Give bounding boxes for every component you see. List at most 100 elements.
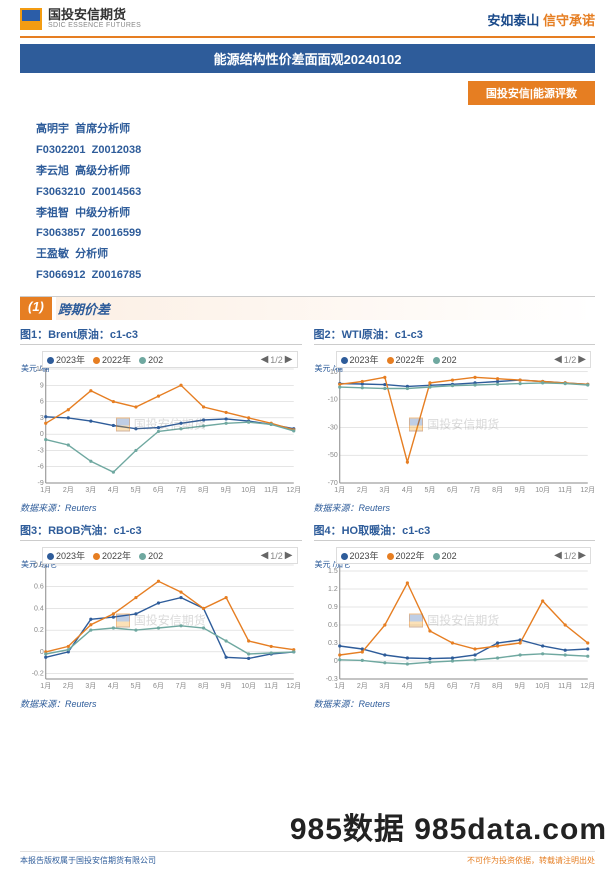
svg-text:0: 0 xyxy=(40,649,44,656)
chart-cell: 图4：HO取暖油：c1-c3美元 /加仑2023年2022年202◀ 1/2 ▶… xyxy=(314,520,596,712)
legend-item: 2022年 xyxy=(387,549,425,562)
report-title: 能源结构性价差面面观20240102 xyxy=(20,44,595,73)
svg-text:11月: 11月 xyxy=(264,682,278,690)
legend-dot-icon xyxy=(433,357,440,364)
analyst-line: 李祖智 中级分析师 xyxy=(36,203,595,224)
svg-text:7月: 7月 xyxy=(176,486,187,494)
chevron-left-icon[interactable]: ◀ xyxy=(261,354,269,365)
svg-text:1月: 1月 xyxy=(40,682,51,690)
chart-title: 图4：HO取暖油：c1-c3 xyxy=(314,520,596,541)
page-footer: 本报告版权属于国投安信期货有限公司 不可作为投资依据，转载请注明出处 xyxy=(20,851,595,866)
chevron-right-icon[interactable]: ▶ xyxy=(285,550,293,561)
chart-legend: 2023年2022年202◀ 1/2 ▶ xyxy=(42,547,298,564)
legend-item: 2023年 xyxy=(341,353,379,366)
svg-text:4月: 4月 xyxy=(108,486,119,494)
legend-item: 2023年 xyxy=(47,353,85,366)
chart-legend: 2023年2022年202◀ 1/2 ▶ xyxy=(336,351,592,368)
charts-grid: 图1：Brent原油：c1-c3美元 /桶2023年2022年202◀ 1/2 … xyxy=(0,320,615,712)
footer-right: 不可作为投资依据，转载请注明出处 xyxy=(467,855,595,866)
svg-text:9月: 9月 xyxy=(221,682,232,690)
svg-text:-0.3: -0.3 xyxy=(325,676,337,683)
section-title: 跨期价差 xyxy=(56,297,595,320)
svg-text:0.2: 0.2 xyxy=(34,627,44,634)
svg-text:10月: 10月 xyxy=(241,682,256,690)
legend-dot-icon xyxy=(341,553,348,560)
analyst-line: 李云旭 高级分析师 xyxy=(36,161,595,182)
svg-text:-50: -50 xyxy=(327,452,337,459)
chart-body: 美元 /桶2023年2022年202◀ 1/2 ▶-70-50-30-10101… xyxy=(314,349,596,499)
svg-text:-30: -30 xyxy=(327,425,337,432)
svg-text:5月: 5月 xyxy=(424,486,435,494)
logo: 国投安信期货 SDIC ESSENCE FUTURES xyxy=(20,8,141,30)
svg-text:9月: 9月 xyxy=(514,486,525,494)
legend-pager[interactable]: ◀ 1/2 ▶ xyxy=(261,550,293,561)
logo-text-en: SDIC ESSENCE FUTURES xyxy=(48,22,141,30)
svg-text:4月: 4月 xyxy=(401,486,412,494)
svg-text:6月: 6月 xyxy=(447,486,458,494)
legend-dot-icon xyxy=(341,357,348,364)
svg-text:-6: -6 xyxy=(38,464,44,471)
chevron-right-icon[interactable]: ▶ xyxy=(578,550,586,561)
svg-text:1月: 1月 xyxy=(334,682,345,690)
svg-text:9: 9 xyxy=(40,382,44,389)
svg-text:0.6: 0.6 xyxy=(328,622,338,629)
category-tag: 国投安信|能源评数 xyxy=(468,81,595,105)
svg-text:0.6: 0.6 xyxy=(34,584,44,591)
svg-text:5月: 5月 xyxy=(130,682,141,690)
page-watermark: 985数据 985data.com xyxy=(290,804,607,848)
svg-text:0: 0 xyxy=(40,431,44,438)
svg-text:11月: 11月 xyxy=(558,486,572,494)
legend-item: 202 xyxy=(139,355,163,365)
chart-title: 图3：RBOB汽油：c1-c3 xyxy=(20,520,302,541)
svg-text:6月: 6月 xyxy=(153,682,164,690)
chart-svg: -9-6-30369121月2月3月4月5月6月7月8月9月10月11月12月 xyxy=(20,349,302,499)
svg-text:2月: 2月 xyxy=(356,682,367,690)
svg-text:9月: 9月 xyxy=(514,682,525,690)
svg-text:2月: 2月 xyxy=(356,486,367,494)
chart-source: 数据来源：Reuters xyxy=(20,499,302,516)
chevron-left-icon[interactable]: ◀ xyxy=(554,354,562,365)
svg-text:10月: 10月 xyxy=(241,486,256,494)
legend-pager[interactable]: ◀ 1/2 ▶ xyxy=(554,354,586,365)
svg-text:4月: 4月 xyxy=(108,682,119,690)
logo-text-cn: 国投安信期货 xyxy=(48,8,141,22)
svg-text:12月: 12月 xyxy=(580,682,595,690)
svg-text:6月: 6月 xyxy=(153,486,164,494)
legend-dot-icon xyxy=(93,357,100,364)
svg-text:-9: -9 xyxy=(38,480,44,487)
chevron-right-icon[interactable]: ▶ xyxy=(285,354,293,365)
svg-text:3月: 3月 xyxy=(85,682,96,690)
legend-pager[interactable]: ◀ 1/2 ▶ xyxy=(554,550,586,561)
svg-text:-10: -10 xyxy=(327,397,337,404)
chart-body: 美元 /加仑2023年2022年202◀ 1/2 ▶-0.300.30.60.9… xyxy=(314,545,596,695)
svg-text:1月: 1月 xyxy=(334,486,345,494)
chart-legend: 2023年2022年202◀ 1/2 ▶ xyxy=(336,547,592,564)
svg-text:8月: 8月 xyxy=(492,682,503,690)
svg-text:3月: 3月 xyxy=(379,682,390,690)
legend-dot-icon xyxy=(139,357,146,364)
svg-text:5月: 5月 xyxy=(424,682,435,690)
legend-dot-icon xyxy=(433,553,440,560)
analyst-line: 王盈敏 分析师 xyxy=(36,244,595,265)
svg-text:-70: -70 xyxy=(327,480,337,487)
chevron-right-icon[interactable]: ▶ xyxy=(578,354,586,365)
chart-title: 图1：Brent原油：c1-c3 xyxy=(20,324,302,345)
legend-item: 202 xyxy=(139,551,163,561)
chart-cell: 图1：Brent原油：c1-c3美元 /桶2023年2022年202◀ 1/2 … xyxy=(20,324,302,516)
legend-item: 2022年 xyxy=(93,549,131,562)
section-number: (1) xyxy=(20,297,52,320)
svg-text:1月: 1月 xyxy=(40,486,51,494)
chevron-left-icon[interactable]: ◀ xyxy=(554,550,562,561)
legend-pager[interactable]: ◀ 1/2 ▶ xyxy=(261,354,293,365)
svg-text:8月: 8月 xyxy=(198,682,209,690)
svg-text:10月: 10月 xyxy=(535,682,550,690)
legend-dot-icon xyxy=(47,357,54,364)
chevron-left-icon[interactable]: ◀ xyxy=(261,550,269,561)
chart-body: 美元 /桶2023年2022年202◀ 1/2 ▶-9-6-30369121月2… xyxy=(20,349,302,499)
chart-source: 数据来源：Reuters xyxy=(20,695,302,712)
svg-text:9月: 9月 xyxy=(221,486,232,494)
tagline-a: 安如泰山 xyxy=(487,13,539,28)
svg-text:7月: 7月 xyxy=(469,486,480,494)
svg-text:0.9: 0.9 xyxy=(328,604,338,611)
section-header: (1) 跨期价差 xyxy=(20,296,595,320)
